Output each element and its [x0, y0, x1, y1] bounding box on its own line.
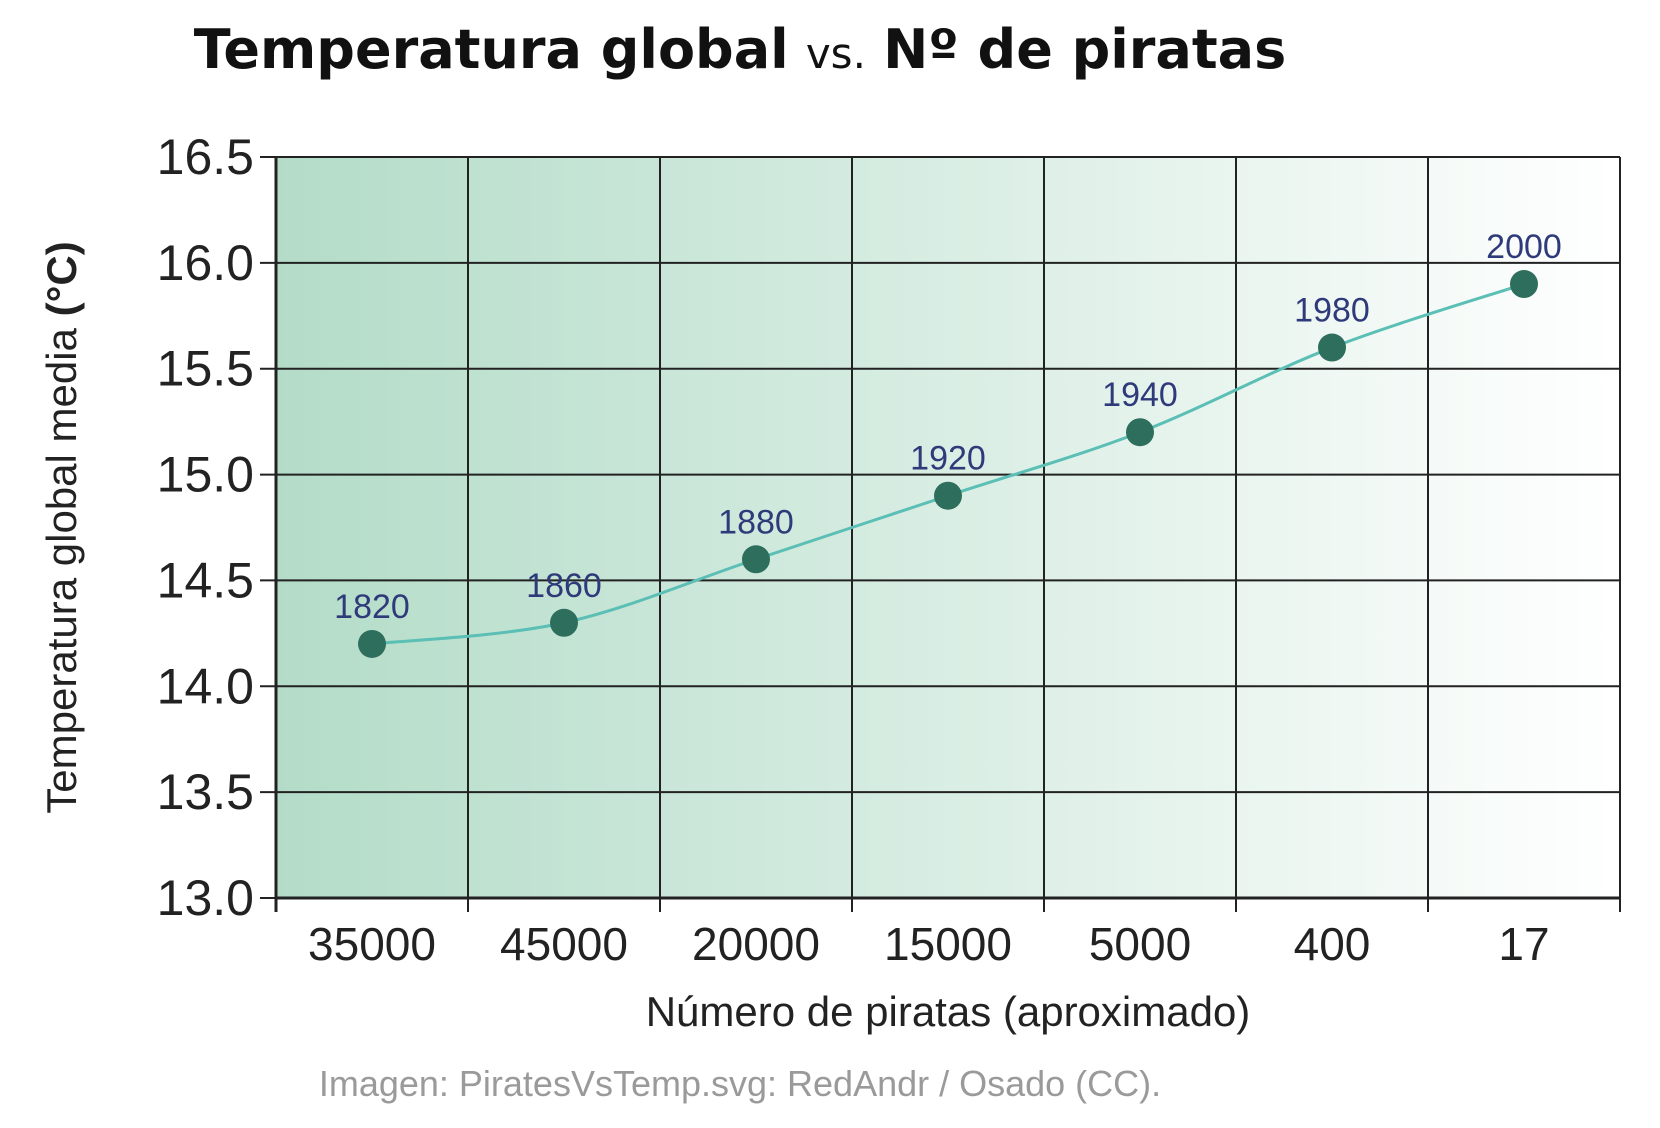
data-point [358, 629, 386, 658]
x-tick-labels: 35000 45000 20000 15000 5000 400 17 [308, 918, 1550, 970]
y-tick-label: 14.0 [157, 658, 254, 714]
data-point-label: 1820 [334, 588, 410, 626]
axes [274, 157, 1620, 912]
data-point-label: 1920 [910, 440, 986, 478]
data-point-label: 1880 [718, 503, 794, 541]
y-tick-label: 16.5 [157, 129, 254, 185]
y-tick-label: 14.5 [157, 552, 254, 608]
title-part1: Temperatura global [193, 18, 789, 81]
y-tick-label: 15.0 [157, 447, 254, 503]
title-vs: vs. [805, 29, 866, 78]
data-point [550, 608, 578, 637]
data-point-label: 2000 [1486, 228, 1562, 266]
data-points [358, 270, 1538, 658]
y-axis-label: Temperatura global media (°C) [38, 241, 85, 813]
data-point-label: 1860 [526, 567, 602, 605]
x-tick-label: 15000 [884, 918, 1012, 970]
x-tick-label: 35000 [308, 918, 436, 970]
point-labels: 1820 1860 1880 1920 1940 1980 2000 [334, 228, 1562, 626]
y-tick-label: 16.0 [157, 235, 254, 291]
chart-title: Temperatura global vs. Nº de piratas [0, 18, 1480, 81]
data-point-label: 1980 [1294, 292, 1370, 330]
title-part2: Nº de piratas [883, 18, 1287, 81]
y-tick-label: 13.0 [157, 870, 254, 926]
data-point [934, 481, 962, 510]
data-point [1318, 333, 1346, 362]
x-tick-label: 20000 [692, 918, 820, 970]
data-point [1126, 418, 1154, 447]
vertical-gridlines [467, 157, 1621, 912]
data-point-label: 1940 [1102, 376, 1178, 414]
x-axis-label: Número de piratas (aproximado) [646, 988, 1251, 1035]
data-point [742, 545, 770, 574]
x-tick-label: 45000 [500, 918, 628, 970]
image-credit: Imagen: PiratesVsTemp.svg: RedAndr / Osa… [318, 1063, 1162, 1104]
y-tick-label: 15.5 [157, 341, 254, 397]
y-tick-labels: 13.0 13.5 14.0 14.5 15.0 15.5 16.0 16.5 [157, 129, 254, 926]
x-tick-label: 400 [1294, 918, 1371, 970]
plot-background [276, 157, 1620, 898]
x-tick-label: 5000 [1089, 918, 1191, 970]
data-point [1510, 270, 1538, 299]
y-tick-label: 13.5 [157, 764, 254, 820]
x-tick-label: 17 [1498, 918, 1549, 970]
